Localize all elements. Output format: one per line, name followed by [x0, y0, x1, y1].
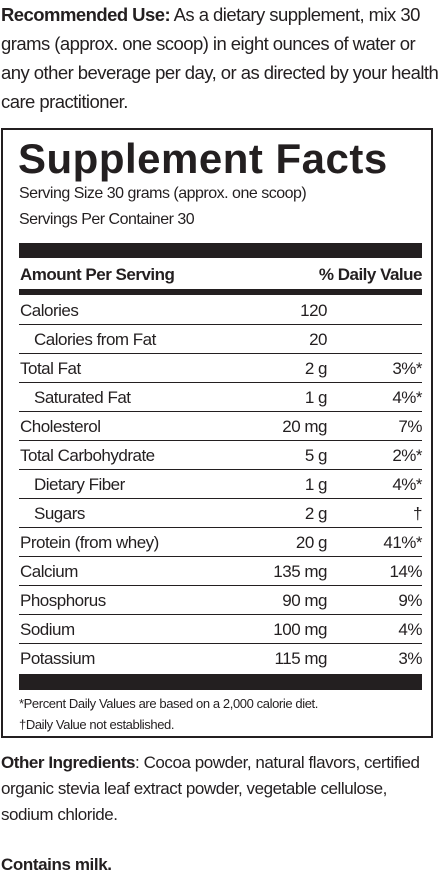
nutrient-row: Sodium 100 mg 4%: [19, 615, 422, 644]
footnote-daily-values: *Percent Daily Values are based on a 2,0…: [19, 696, 318, 711]
nutrient-dv: 7%: [398, 417, 422, 436]
nutrient-row: Total Carbohydrate 5 g 2%*: [19, 441, 422, 470]
nutrient-amount: 90 mg: [282, 591, 327, 610]
nutrient-amount: 100 mg: [273, 620, 327, 639]
nutrient-name: Total Carbohydrate: [20, 446, 155, 465]
recommended-use-text: As a dietary supplement, mix 30 grams (a…: [1, 4, 439, 112]
nutrient-amount: 20: [309, 330, 327, 349]
facts-title: Supplement Facts: [18, 135, 388, 182]
nutrient-row: Protein (from whey) 20 g 41%*: [19, 528, 422, 557]
nutrient-name: Total Fat: [20, 359, 81, 378]
nutrient-amount: 1 g: [304, 388, 328, 407]
nutrient-dv: 4%: [398, 620, 422, 639]
nutrient-amount: 5 g: [304, 446, 328, 465]
nutrient-row: Phosphorus 90 mg 9%: [19, 586, 422, 615]
nutrient-dv: 41%*: [383, 533, 422, 552]
serving-size: Serving Size 30 grams (approx. one scoop…: [19, 185, 307, 202]
nutrient-amount: 20 g: [295, 533, 328, 552]
nutrient-dv: 14%: [389, 562, 422, 581]
recommended-use-label: Recommended Use:: [1, 4, 171, 25]
nutrient-amount: 135 mg: [273, 562, 327, 581]
nutrient-amount: 2 g: [304, 504, 328, 523]
nutrient-name: Saturated Fat: [34, 388, 131, 407]
medium-divider: [19, 289, 422, 295]
nutrient-name: Sodium: [20, 620, 75, 639]
other-ingredients: Other Ingredients: Cocoa powder, natural…: [1, 750, 441, 828]
nutrient-name: Protein (from whey): [20, 533, 159, 552]
nutrient-row: Total Fat 2 g 3%*: [19, 354, 422, 383]
recommended-use: Recommended Use: As a dietary supplement…: [1, 0, 441, 116]
nutrient-row: Calories 120: [19, 296, 422, 325]
supplement-facts-panel: [1, 128, 433, 738]
nutrient-dv: 3%*: [392, 359, 422, 378]
nutrient-name: Dietary Fiber: [34, 475, 125, 494]
nutrient-dv: †: [413, 504, 422, 523]
nutrient-rows: Calories 120 Calories from Fat 20 Total Fa…: [19, 296, 422, 673]
nutrient-amount: 120: [300, 301, 327, 320]
allergen-statement: Contains milk.: [1, 855, 112, 874]
thick-divider-bottom: [19, 674, 422, 690]
nutrient-amount: 1 g: [304, 475, 328, 494]
thick-divider-top: [19, 243, 422, 258]
servings-per-container: Servings Per Container 30: [19, 211, 195, 228]
other-ingredients-text: : Cocoa powder, natural flavors, certifi…: [1, 753, 420, 824]
nutrient-name: Phosphorus: [20, 591, 106, 610]
nutrient-name: Cholesterol: [20, 417, 101, 436]
nutrient-row: Dietary Fiber 1 g 4%*: [19, 470, 422, 499]
nutrient-row: Sugars 2 g †: [19, 499, 422, 528]
nutrient-dv: 4%*: [392, 475, 422, 494]
nutrient-dv: 2%*: [392, 446, 422, 465]
nutrient-dv: 4%*: [392, 388, 422, 407]
nutrient-name: Calories from Fat: [34, 330, 156, 349]
nutrient-amount: 20 mg: [282, 417, 327, 436]
nutrient-row: Saturated Fat 1 g 4%*: [19, 383, 422, 412]
nutrient-amount: 2 g: [304, 359, 328, 378]
other-ingredients-label: Other Ingredients: [1, 753, 136, 772]
nutrient-row: Calories from Fat 20: [19, 325, 422, 354]
facts-header: Amount Per Serving % Daily Value: [19, 262, 423, 288]
nutrient-amount: 115 mg: [274, 649, 328, 668]
header-daily-value: % Daily Value: [318, 265, 423, 284]
nutrient-name: Calcium: [20, 562, 78, 581]
nutrient-row: Cholesterol 20 mg 7%: [19, 412, 422, 441]
nutrient-name: Calories: [20, 301, 79, 320]
nutrient-dv: 3%: [398, 649, 422, 668]
nutrient-row: Potassium 115 mg 3%: [19, 644, 422, 673]
nutrient-name: Sugars: [34, 504, 85, 523]
nutrient-row: Calcium 135 mg 14%: [19, 557, 422, 586]
footnote-not-established: †Daily Value not established.: [19, 717, 175, 732]
nutrient-dv: 9%: [398, 591, 422, 610]
nutrient-name: Potassium: [20, 649, 95, 668]
header-amount: Amount Per Serving: [20, 265, 175, 284]
